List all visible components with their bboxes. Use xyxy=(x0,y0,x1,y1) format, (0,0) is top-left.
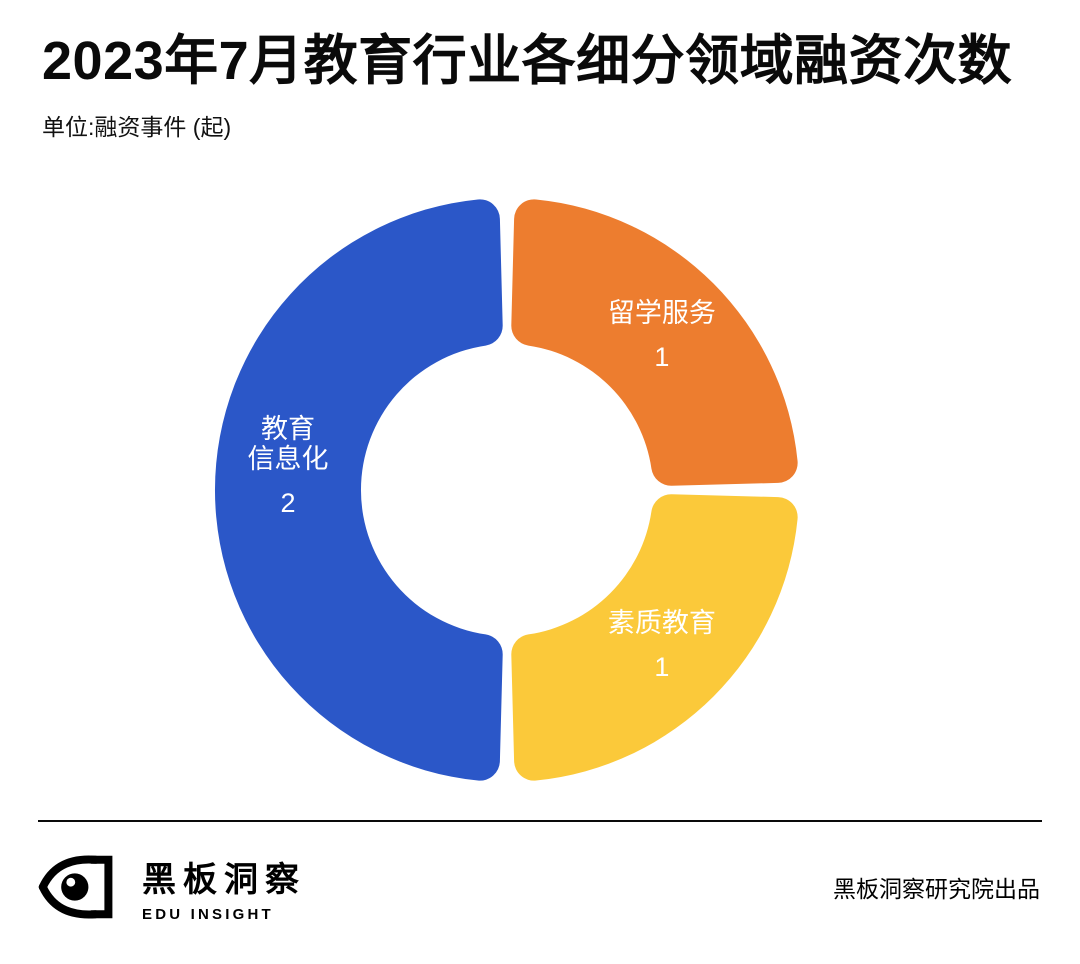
donut-segment-label-1: 留学服务 1 xyxy=(608,298,716,372)
donut-segment-2 xyxy=(511,494,798,781)
brand-text: 黑板洞察 EDU INSIGHT xyxy=(142,852,306,923)
brand-logo: 黑板洞察 EDU INSIGHT xyxy=(38,850,306,924)
footer: 黑板洞察 EDU INSIGHT 黑板洞察研究院出品 xyxy=(38,844,1040,930)
page-title: 2023年7月教育行业各细分领域融资次数 xyxy=(42,31,1013,91)
brand-name-cn: 黑板洞察 xyxy=(142,860,306,899)
header: 2023年7月教育行业各细分领域融资次数 单位:融资事件 (起) xyxy=(42,30,1038,142)
unit-label: 单位:融资事件 (起) xyxy=(42,114,232,141)
donut-segment-3 xyxy=(214,199,503,781)
credit-text: 黑板洞察研究院出品 xyxy=(833,876,1040,902)
donut-segment-label-3: 教育信息化 2 xyxy=(248,414,329,518)
footer-divider xyxy=(38,820,1042,822)
donut-segment-1 xyxy=(511,199,798,486)
brand-name-en: EDU INSIGHT xyxy=(142,905,274,923)
eye-logo-icon xyxy=(38,855,113,919)
donut-segment-label-2: 素质教育 1 xyxy=(608,608,716,682)
